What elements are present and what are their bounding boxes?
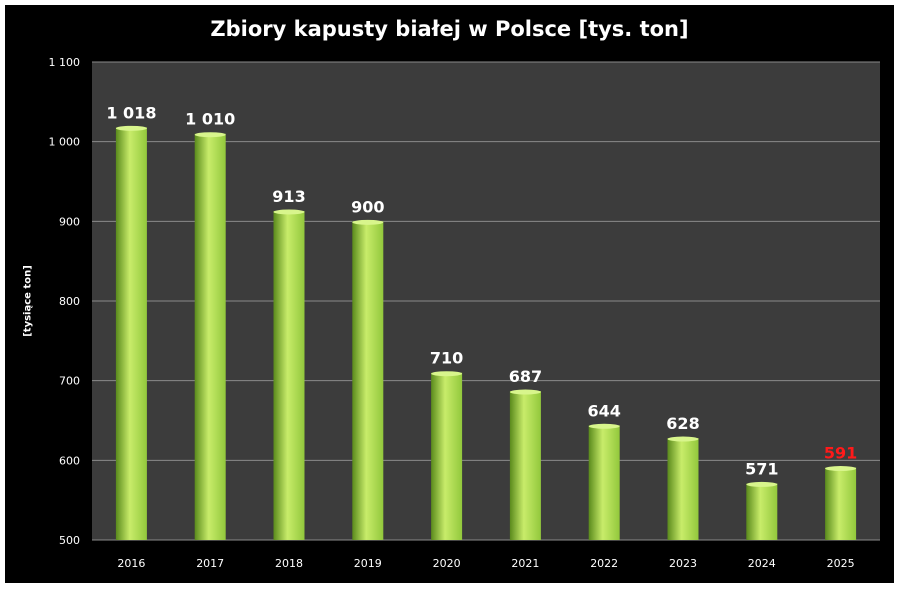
data-labels: 1 018 1 010 913 900 710 687 644 628 571 591 (106, 103, 857, 478)
bar-2025 (825, 466, 857, 540)
x-tick-label: 2019 (354, 557, 382, 570)
data-label-2020: 710 (430, 349, 463, 368)
bar-2023 (667, 436, 699, 540)
bar-2020 (431, 371, 463, 540)
bar-2019 (352, 219, 384, 541)
x-tick-label: 2021 (511, 557, 539, 570)
data-label-2021: 687 (509, 367, 542, 386)
y-tick-label: 800 (59, 295, 80, 308)
bar-2021 (509, 389, 541, 540)
x-tick-label: 2017 (196, 557, 224, 570)
data-label-2018: 913 (272, 187, 305, 206)
data-label-2024: 571 (745, 459, 778, 478)
bar-2016 (115, 125, 147, 541)
y-tick-label: 600 (59, 454, 80, 467)
y-tick-label: 1 000 (49, 136, 81, 149)
bars (115, 125, 857, 541)
bar-2022 (588, 423, 620, 540)
x-tick-label: 2024 (748, 557, 776, 570)
data-label-2025: 591 (824, 444, 857, 463)
x-axis-ticks: 2016 2017 2018 2019 2020 2021 2022 2023 2024 2025 (117, 557, 854, 570)
y-tick-label: 700 (59, 375, 80, 388)
chart-title: Zbiory kapusty białej w Polsce [tys. ton… (210, 17, 689, 41)
x-tick-label: 2025 (827, 557, 855, 570)
x-tick-label: 2016 (117, 557, 145, 570)
data-label-2019: 900 (351, 197, 384, 216)
x-tick-label: 2022 (590, 557, 618, 570)
data-label-2022: 644 (587, 401, 620, 420)
bar-2017 (194, 132, 226, 540)
y-tick-label: 1 100 (49, 56, 81, 69)
y-axis-ticks: 500 600 700 800 900 1 000 1 100 (49, 56, 81, 547)
bar-2018 (273, 209, 305, 540)
data-label-2023: 628 (666, 414, 699, 433)
x-tick-label: 2020 (433, 557, 461, 570)
data-label-2017: 1 010 (185, 110, 235, 129)
bar-2024 (746, 481, 778, 540)
y-tick-label: 500 (59, 534, 80, 547)
x-tick-label: 2023 (669, 557, 697, 570)
y-tick-label: 900 (59, 215, 80, 228)
data-label-2016: 1 018 (106, 103, 156, 122)
x-tick-label: 2018 (275, 557, 303, 570)
